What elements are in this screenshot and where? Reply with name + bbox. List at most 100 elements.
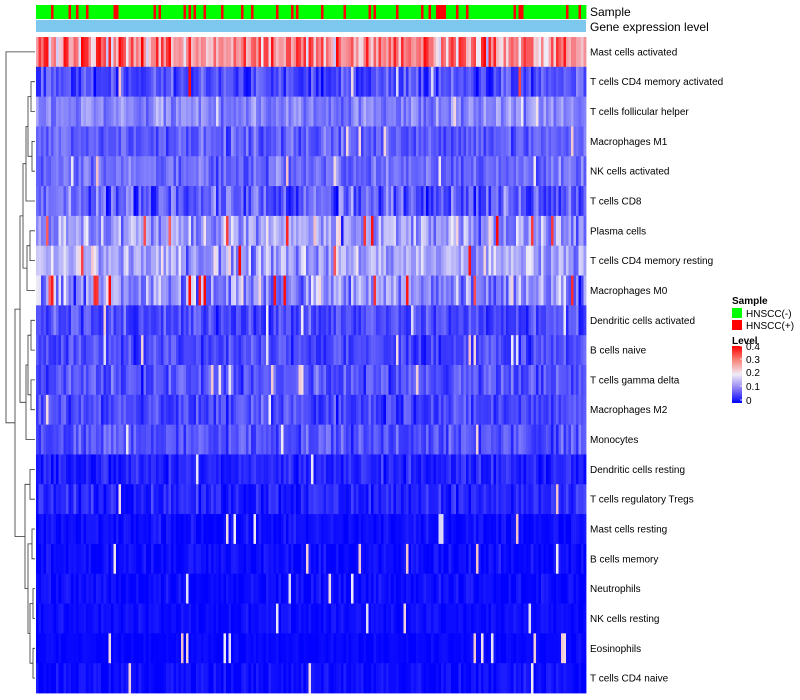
heatmap-cell — [481, 305, 484, 336]
heatmap-cell — [206, 454, 209, 485]
heatmap-cell — [61, 186, 64, 217]
heatmap-cell — [531, 424, 534, 455]
sample-annotation-cell — [231, 5, 234, 19]
heatmap-cell — [478, 156, 482, 187]
heatmap-cell — [303, 186, 307, 217]
heatmap-cell — [213, 543, 217, 575]
heatmap-cell — [376, 305, 379, 336]
heatmap-cell — [243, 484, 247, 515]
heatmap-cell — [583, 305, 587, 336]
heatmap-cell — [478, 275, 482, 306]
heatmap-cell — [388, 305, 392, 336]
heatmap-cell — [551, 96, 554, 127]
heatmap-cell — [193, 543, 197, 575]
heatmap-cell — [223, 186, 227, 217]
heatmap-cell — [423, 484, 427, 515]
heatmap-cell — [321, 215, 324, 247]
heatmap-cell — [281, 156, 284, 187]
heatmap-cell — [386, 633, 389, 664]
heatmap-cell — [331, 335, 334, 366]
heatmap-cell — [138, 96, 142, 127]
heatmap-cell — [256, 126, 259, 157]
sample-annotation-cell — [246, 5, 249, 19]
heatmap-cell — [553, 215, 557, 247]
heatmap-cell — [73, 514, 77, 545]
heatmap-cell — [376, 156, 379, 187]
heatmap-cell — [506, 543, 509, 575]
heatmap-cell — [336, 245, 339, 276]
heatmap-cell — [316, 126, 319, 157]
heatmap-cell — [153, 126, 157, 157]
heatmap-cell — [433, 573, 437, 604]
heatmap-cell — [58, 126, 62, 157]
heatmap-cell — [136, 424, 139, 455]
heatmap-cell — [193, 454, 197, 485]
heatmap-cell — [118, 126, 122, 157]
heatmap-cell — [301, 365, 304, 396]
heatmap-row — [36, 603, 587, 634]
heatmap-row — [36, 186, 587, 217]
heatmap-cell — [393, 543, 397, 575]
heatmap-cell — [266, 305, 269, 336]
heatmap-cell — [108, 305, 112, 336]
heatmap-cell — [241, 156, 244, 187]
heatmap-cell — [176, 633, 179, 664]
heatmap-cell — [148, 305, 152, 336]
heatmap-cell — [253, 37, 257, 68]
heatmap-cell — [181, 365, 184, 396]
heatmap-cell — [168, 663, 172, 694]
heatmap-cell — [391, 573, 394, 604]
heatmap-cell — [228, 484, 232, 515]
heatmap-cell — [533, 424, 537, 455]
heatmap-cell — [461, 394, 464, 426]
heatmap-cell — [66, 186, 69, 217]
heatmap-cell — [561, 305, 564, 336]
heatmap-cell — [36, 394, 39, 426]
heatmap-cell — [338, 603, 342, 634]
heatmap-cell — [243, 126, 247, 157]
heatmap-cell — [193, 305, 197, 336]
heatmap-cell — [191, 335, 194, 366]
heatmap-cell — [328, 215, 332, 247]
heatmap-cell — [553, 454, 557, 485]
heatmap-cell — [288, 365, 292, 396]
heatmap-cell — [121, 633, 124, 664]
sample-annotation-cell — [283, 5, 287, 19]
heatmap-cell — [453, 335, 457, 366]
heatmap-cell — [356, 215, 359, 247]
heatmap-cell — [138, 275, 142, 306]
heatmap-cell — [428, 573, 432, 604]
sample-annotation-cell — [573, 5, 577, 19]
heatmap-cell — [236, 365, 239, 396]
heatmap-cell — [506, 156, 509, 187]
heatmap-cell — [501, 394, 504, 426]
heatmap-cell — [553, 126, 557, 157]
heatmap-cell — [386, 156, 389, 187]
heatmap-cell — [391, 275, 394, 306]
heatmap-cell — [566, 305, 569, 336]
heatmap-cell — [68, 96, 72, 127]
heatmap-cell — [333, 66, 337, 98]
heatmap-cell — [121, 126, 124, 157]
heatmap-cell — [86, 633, 89, 664]
heatmap-cell — [313, 365, 317, 396]
heatmap-cell — [158, 633, 162, 664]
heatmap-cell — [148, 514, 152, 545]
heatmap-cell — [288, 603, 292, 634]
heatmap-cell — [68, 335, 72, 366]
heatmap-cell — [531, 126, 534, 157]
heatmap-cell — [506, 186, 509, 217]
heatmap-cell — [448, 66, 452, 98]
heatmap-cell — [128, 66, 132, 98]
heatmap-cell — [343, 424, 347, 455]
heatmap-cell — [498, 66, 502, 98]
sample-annotation-cell — [331, 5, 334, 19]
heatmap-cell — [436, 454, 439, 485]
heatmap-cell — [483, 186, 487, 217]
heatmap-cell — [343, 454, 347, 485]
heatmap-cell — [558, 514, 562, 545]
heatmap-cell — [46, 573, 49, 604]
heatmap-cell — [481, 603, 484, 634]
sample-annotation-cell — [206, 5, 209, 19]
heatmap-cell — [236, 663, 239, 694]
